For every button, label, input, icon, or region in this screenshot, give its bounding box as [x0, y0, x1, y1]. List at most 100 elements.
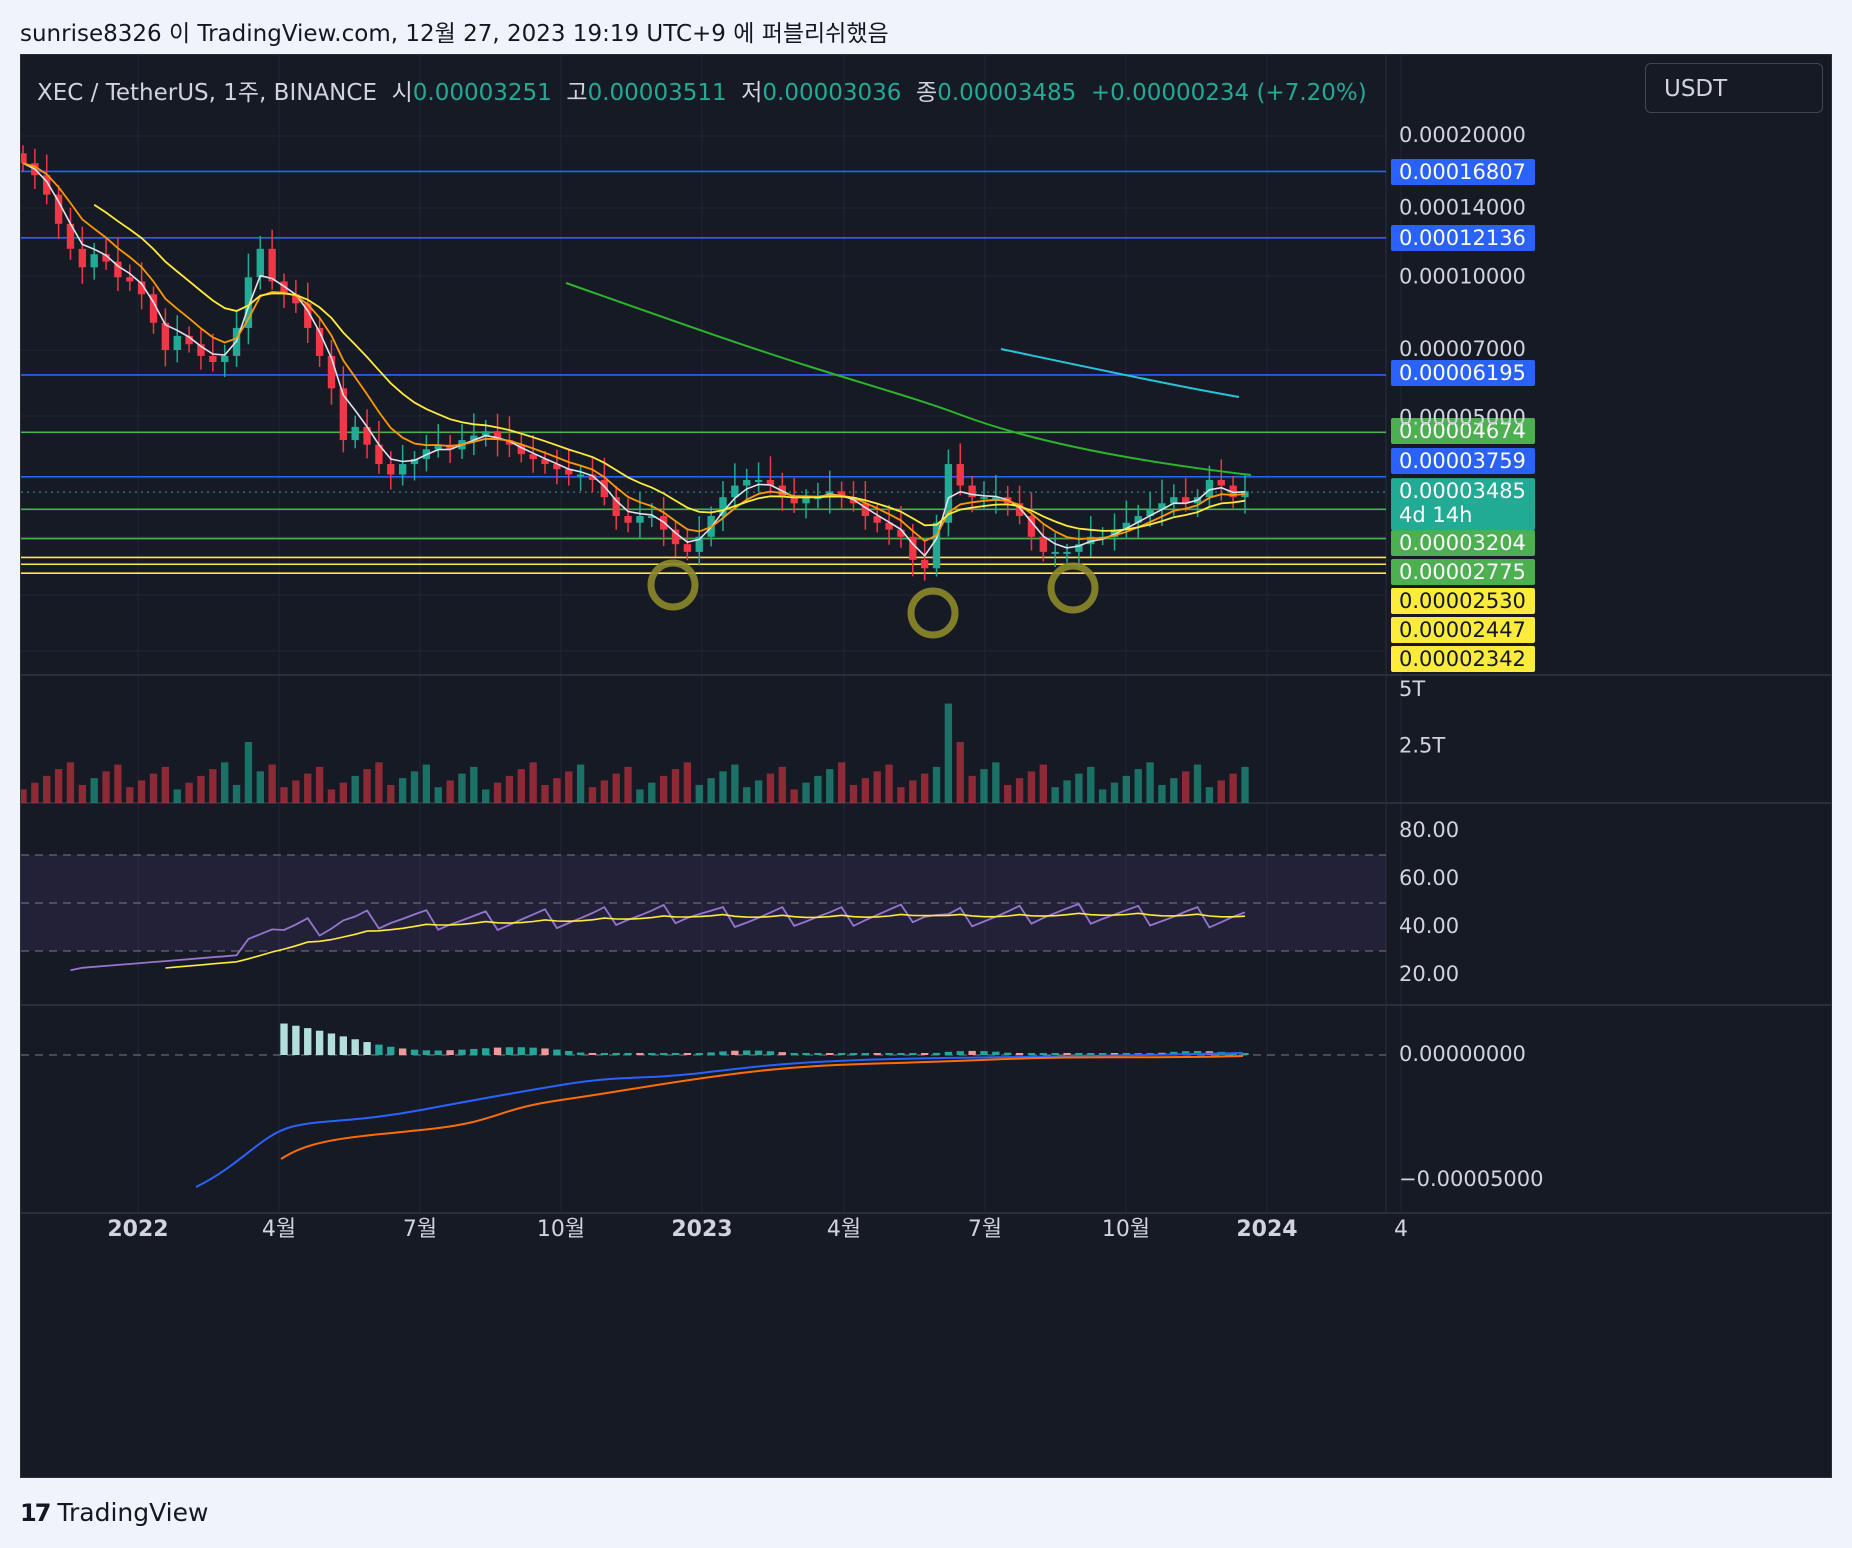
candle-body [980, 497, 988, 500]
macd-hist-bar [387, 1046, 395, 1055]
volume-bar [1110, 782, 1119, 803]
candle-body [1110, 529, 1119, 537]
macd-hist-bar [909, 1053, 917, 1055]
candle [956, 443, 964, 496]
candle-body [837, 491, 846, 498]
macd-hist-bar [695, 1053, 703, 1055]
macd-hist-bar [683, 1053, 692, 1055]
macd-hist-bar [873, 1053, 881, 1055]
macd-hist-bar [861, 1053, 870, 1055]
volume-bar [21, 789, 27, 803]
candle [173, 315, 181, 363]
change-value: +0.00000234 (+7.20%) [1090, 80, 1367, 106]
level-label-bg [1391, 159, 1535, 185]
candle-body [351, 426, 359, 441]
symbol-name[interactable]: XEC / TetherUS, 1주, BINANCE [37, 80, 377, 106]
chart-svg[interactable]: 0.00016807 0.00012136 0.00006195 0.00004674… [21, 55, 1831, 1477]
level-label-bg [1391, 530, 1535, 556]
macd-hist-bar [932, 1052, 941, 1055]
volume-bar [600, 780, 609, 803]
candle [327, 339, 336, 405]
candle-body [173, 335, 181, 350]
currency-button[interactable]: USDT [1645, 63, 1823, 113]
candle-body [256, 248, 264, 278]
volume-bar [398, 778, 407, 803]
volume-bar [363, 769, 371, 803]
rsi-tick: 80.00 [1399, 818, 1459, 842]
volume-bar [185, 782, 193, 803]
candle-body [280, 281, 288, 295]
macd-hist-bar [624, 1053, 632, 1055]
footer-brand: 17 TradingView [20, 1498, 208, 1527]
candle-body [209, 355, 217, 362]
level-label-bg [1391, 588, 1535, 614]
candle [197, 328, 205, 370]
candle-body [1205, 479, 1214, 498]
macd-hist-bar [1015, 1053, 1024, 1055]
candle-body [956, 464, 964, 486]
candle-body [648, 516, 656, 519]
candle [1158, 479, 1166, 527]
volume-bar [885, 764, 893, 803]
low-marker-circle [907, 587, 959, 639]
candle [743, 468, 751, 502]
macd-hist-bar [351, 1039, 359, 1055]
candle [849, 481, 858, 512]
candle-body [861, 503, 870, 517]
level-label-bg [1391, 360, 1535, 386]
candle-body [339, 388, 348, 441]
macd-hist-bar [482, 1048, 490, 1055]
level-label-bg [1391, 646, 1535, 672]
candle [280, 273, 288, 308]
volume-bar [90, 778, 98, 803]
volume-bar [909, 780, 917, 803]
candle [802, 489, 810, 519]
candle-body [1075, 544, 1083, 552]
macd-hist-bar [1182, 1051, 1190, 1055]
ma-yellow-line [93, 203, 1246, 532]
candle [766, 456, 775, 494]
close-label: 종 [916, 80, 938, 106]
open-label: 시 [391, 80, 413, 106]
macd-hist-bar [837, 1053, 846, 1055]
candle [1110, 513, 1119, 551]
level-label-bg [1391, 617, 1535, 643]
candle-body [363, 426, 371, 445]
candle [897, 505, 905, 548]
macd-hist-bar [422, 1050, 431, 1055]
macd-hist-bar [754, 1050, 763, 1055]
candle [695, 516, 703, 566]
volume-bar [446, 780, 454, 803]
candle-body [387, 464, 395, 475]
macd-signal-line [280, 1055, 1244, 1160]
volume-bar [482, 789, 490, 803]
macd-hist-bar [315, 1030, 324, 1055]
macd-hist-bar [766, 1051, 775, 1055]
macd-hist-bar [458, 1049, 466, 1055]
candle-body [292, 294, 300, 304]
candle [719, 481, 727, 532]
candle-body [1063, 551, 1071, 554]
candle-body [327, 355, 336, 389]
candle-body [553, 464, 561, 470]
low-marker-circle [1047, 562, 1099, 614]
macd-hist-bar [1004, 1052, 1012, 1055]
volume-bar [1027, 771, 1036, 803]
volume-tick: 2.5T [1399, 734, 1445, 758]
candle-body [766, 479, 775, 486]
macd-hist-bar [1241, 1053, 1249, 1055]
volume-bar [232, 784, 241, 803]
macd-hist-bar [707, 1052, 715, 1055]
candle-body [244, 277, 253, 328]
x-tick-label: 10월 [1102, 1217, 1150, 1242]
current-price-label: 0.00003485 [1399, 479, 1526, 503]
candle [221, 344, 229, 378]
candle-body [161, 322, 170, 350]
candle-body [754, 479, 763, 482]
candle [624, 498, 632, 533]
candle-body [944, 464, 953, 523]
volume-bar [244, 742, 253, 803]
volume-bar [102, 771, 110, 803]
low-value: 0.00003036 [762, 80, 902, 106]
candle-body [600, 479, 609, 498]
